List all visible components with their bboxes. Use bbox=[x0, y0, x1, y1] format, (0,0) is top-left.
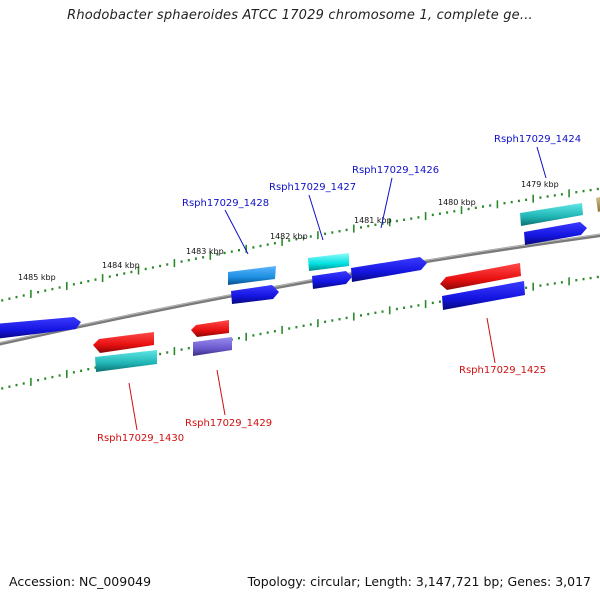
kbp-label: 1479 kbp bbox=[521, 180, 559, 189]
map-title: Rhodobacter sphaeroides ATCC 17029 chrom… bbox=[67, 8, 533, 23]
gene-label-rsph17029-1430[interactable]: Rsph17029_1430 bbox=[97, 433, 184, 444]
kbp-label: 1484 kbp bbox=[102, 261, 140, 270]
gene-arrow-rsph17029-1430[interactable] bbox=[93, 332, 154, 353]
gene-label-rsph17029-1426[interactable]: Rsph17029_1426 bbox=[352, 165, 439, 176]
topology-text: Topology: circular; Length: 3,147,721 bp… bbox=[247, 574, 591, 589]
gene-label-rsph17029-1424[interactable]: Rsph17029_1424 bbox=[494, 134, 581, 145]
gene-arrow-rsph17029-1430-lower[interactable] bbox=[95, 350, 157, 372]
gene-arrow-rsph17029-1429-lower[interactable] bbox=[193, 337, 232, 356]
gene-arrow-rsph17029-1428[interactable] bbox=[231, 285, 279, 304]
gene-arrow-left-edge[interactable] bbox=[0, 317, 81, 339]
kbp-scale: 1485 kbp 1484 kbp 1483 kbp 1482 kbp 1481… bbox=[18, 180, 559, 282]
reverse-strand-genes bbox=[93, 263, 525, 372]
gene-labels: Rsph17029_1428 Rsph17029_1427 Rsph17029_… bbox=[97, 134, 581, 444]
tick-track-outer bbox=[1, 187, 599, 302]
forward-strand-genes bbox=[0, 196, 600, 339]
gene-arrow-rsph17029-1428-upper[interactable] bbox=[228, 266, 276, 285]
gene-label-rsph17029-1429[interactable]: Rsph17029_1429 bbox=[185, 418, 272, 429]
gene-arrow-offscreen-right[interactable] bbox=[596, 196, 600, 212]
gene-arrow-rsph17029-1424-upper[interactable] bbox=[520, 203, 583, 226]
gene-label-rsph17029-1428[interactable]: Rsph17029_1428 bbox=[182, 198, 269, 209]
gene-arrow-rsph17029-1426[interactable] bbox=[351, 257, 427, 282]
gene-label-rsph17029-1425[interactable]: Rsph17029_1425 bbox=[459, 365, 546, 376]
gene-label-rsph17029-1427[interactable]: Rsph17029_1427 bbox=[269, 182, 356, 193]
kbp-label: 1483 kbp bbox=[186, 247, 224, 256]
gene-arrow-rsph17029-1425-lower[interactable] bbox=[442, 281, 525, 310]
gene-arrow-rsph17029-1425[interactable] bbox=[440, 263, 521, 290]
accession-text: Accession: NC_009049 bbox=[9, 574, 152, 589]
gene-arrow-rsph17029-1427-upper[interactable] bbox=[308, 253, 349, 271]
kbp-label: 1481 kbp bbox=[354, 216, 392, 225]
gene-arrow-rsph17029-1424[interactable] bbox=[524, 222, 587, 245]
gene-arrow-rsph17029-1427[interactable] bbox=[312, 271, 352, 289]
gene-arrow-rsph17029-1429[interactable] bbox=[191, 320, 229, 337]
callout-lines bbox=[128, 146, 547, 431]
kbp-label: 1482 kbp bbox=[270, 232, 308, 241]
kbp-label: 1485 kbp bbox=[18, 273, 56, 282]
kbp-label: 1480 kbp bbox=[438, 198, 476, 207]
